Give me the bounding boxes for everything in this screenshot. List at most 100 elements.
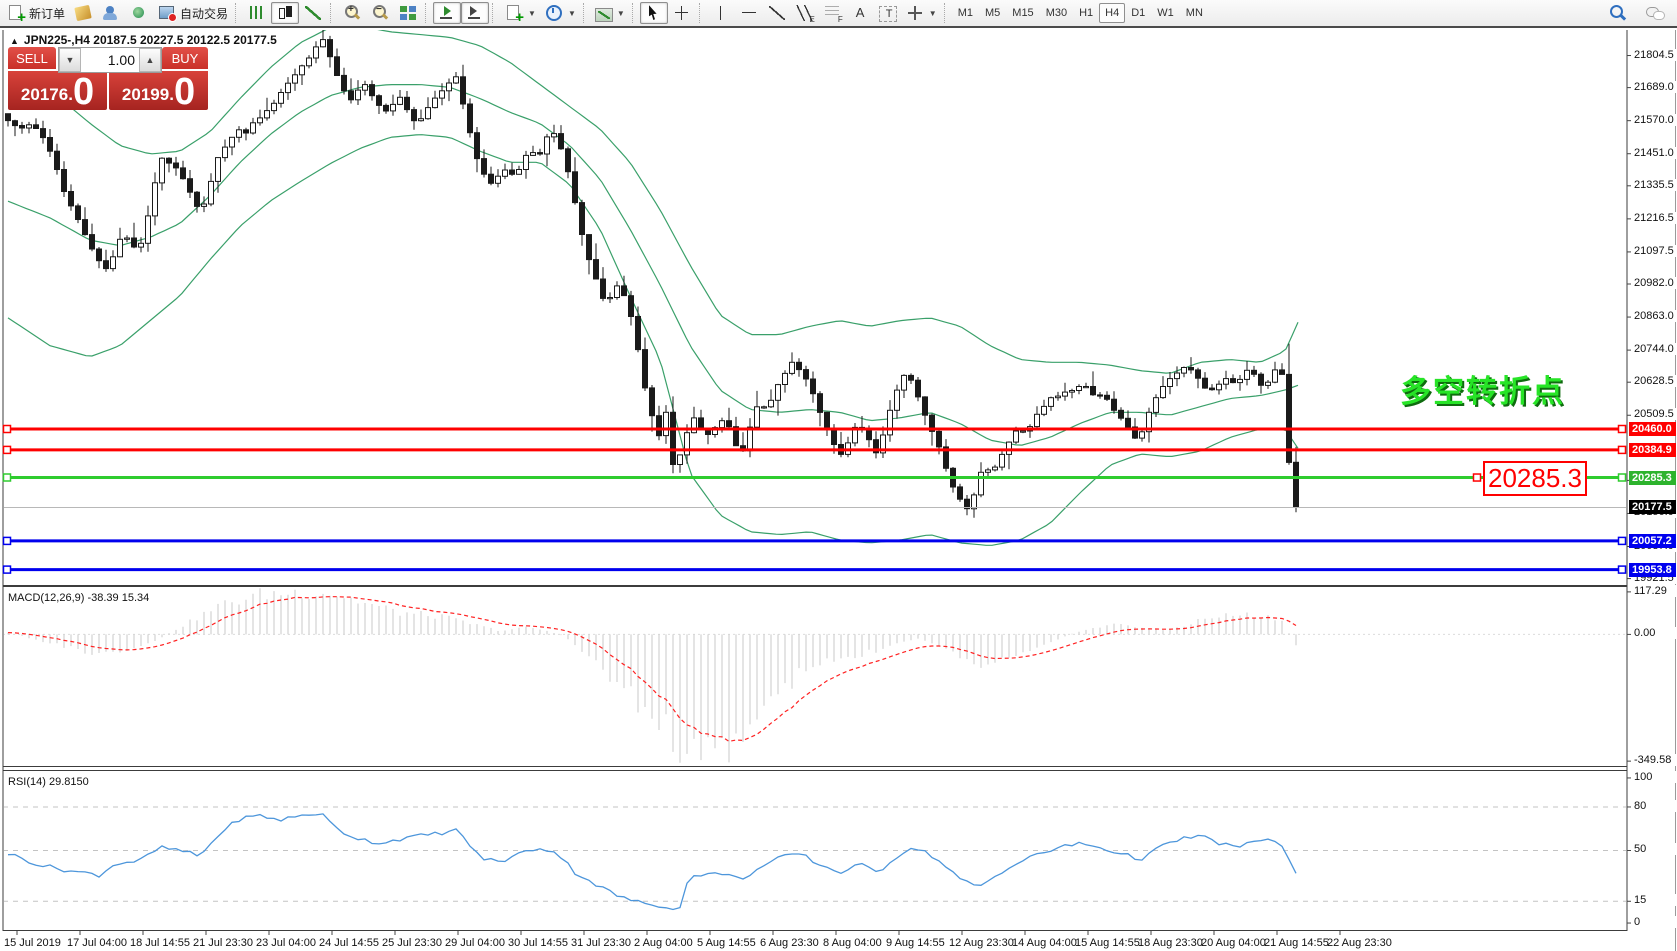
timeframe-m1-button[interactable]: M1 [957,7,973,19]
trendline-20384.9[interactable] [3,447,1627,454]
chart-window: ▲ JPN225-,H4 20187.5 20227.5 20122.5 2017… [0,30,1677,951]
signals-button[interactable] [125,2,153,24]
search-button[interactable] [1603,2,1631,24]
date-axis-label: 22 Aug 23:30 [1327,937,1392,949]
toolbar-group-separator [235,3,239,23]
hline-price-label: 20285.3 [1629,470,1676,485]
buy-button[interactable]: BUY [162,47,208,71]
price-axis-tick-label: 20863.0 [1633,310,1677,323]
trendline-20057.2[interactable] [3,538,1627,545]
volume-increase-button[interactable]: ▲ [139,48,161,72]
timeframe-m5-button[interactable]: M5 [985,7,1001,19]
price-axis-tick-label: 20628.5 [1633,375,1677,388]
date-axis-label: 21 Aug 14:55 [1264,937,1329,949]
toolbar-group-separator [582,3,587,23]
new-chart-icon [504,4,524,26]
trendline-icon [767,4,787,22]
chart-shift-icon [465,4,485,22]
search-icon [1607,4,1627,22]
price-axis-tick-label: 21216.5 [1633,211,1677,224]
chart-shift-button[interactable] [461,2,490,24]
profile-button[interactable] [97,2,125,24]
bar-chart-button[interactable] [243,2,271,24]
equidistant-channel-button[interactable] [791,2,819,24]
auto-trading-button[interactable]: 自动交易 [153,2,232,24]
timeframe-w1-button[interactable]: W1 [1157,7,1174,19]
sell-price[interactable]: 20176. 0 [8,71,107,111]
auto-scroll-icon [437,4,457,22]
toolbar: 新订单 自动交易 ▼ ▼ ▼ ▼ M1 M5 M15 M30 H1 H4 D1 W1 MN [0,0,1677,28]
fibonacci-button[interactable] [819,2,847,24]
buy-price[interactable]: 20199. 0 [109,71,208,111]
price-axis-tick-label: 20744.0 [1633,343,1677,356]
cursor-button[interactable] [639,2,668,24]
text-button[interactable] [847,2,875,24]
date-axis-label: 20 Aug 04:00 [1201,937,1266,949]
profiles-button[interactable]: ▼ [540,2,580,24]
hline-price-label: 20460.0 [1629,422,1676,436]
bar-chart-icon [247,4,267,22]
sell-price-main: 20176 [20,85,69,104]
date-axis-label: 18 Jul 14:55 [130,937,190,949]
trendline-20285.3[interactable] [3,475,1627,482]
timeframe-m30-button[interactable]: M30 [1045,7,1068,19]
market-watch-icon [74,4,92,22]
sell-price-dot: . [68,85,73,104]
macd-axis-tick-label: 0.00 [1633,627,1677,640]
rsi-axis-tick-label: 80 [1633,799,1677,812]
templates-icon [594,7,613,22]
chart-title: ▲ JPN225-,H4 20187.5 20227.5 20122.5 2017… [10,33,277,47]
cursor-icon [644,4,664,22]
toolbar-group-separator [425,3,429,23]
date-axis-label: 12 Aug 23:30 [949,937,1014,949]
trendline-20460.0[interactable] [3,426,1627,433]
chat-button[interactable] [1641,2,1669,24]
zoom-in-button[interactable] [338,2,366,24]
candlestick-button[interactable] [271,2,300,24]
crosshair-button[interactable] [668,2,696,24]
auto-scroll-button[interactable] [433,2,462,24]
tile-windows-button[interactable] [394,2,422,24]
collapse-marker-icon[interactable]: ▲ [10,36,19,46]
date-axis-label: 15 Aug 14:55 [1075,937,1140,949]
text-label-button[interactable] [875,2,901,24]
text-label-icon [878,6,897,22]
trendline-button[interactable] [763,2,791,24]
hline-price-label: 19953.8 [1629,562,1676,577]
profiles-clock-icon [544,4,564,22]
annotation-text[interactable]: 多空转折点 [1400,374,1565,409]
profile-icon [101,4,121,22]
equidistant-channel-icon [795,4,815,24]
chat-icon [1645,4,1665,22]
templates-button[interactable]: ▼ [591,2,629,24]
volume-decrease-button[interactable]: ▼ [59,48,81,72]
date-axis-label: 14 Aug 04:00 [1012,937,1077,949]
date-axis-label: 15 Jul 2019 [4,937,61,949]
timeframe-h1-button[interactable]: H1 [1079,7,1094,19]
line-chart-button[interactable] [299,2,327,24]
vertical-line-button[interactable] [707,2,735,24]
toolbar-group-separator [492,3,496,23]
volume-value[interactable]: 1.00 [107,52,135,68]
zoom-out-button[interactable] [366,2,394,24]
date-axis-label: 8 Aug 04:00 [823,937,882,949]
arrows-button[interactable]: ▼ [901,2,941,24]
timeframe-mn-button[interactable]: MN [1185,7,1203,19]
annotation-price-box[interactable]: 20285.3 [1483,461,1587,496]
trendline-19953.8[interactable] [3,567,1627,574]
timeframe-h4-button[interactable]: H4 [1099,3,1126,23]
timeframe-m15-button[interactable]: M15 [1012,7,1034,19]
price-axis-tick-label: 21097.5 [1633,244,1677,257]
sell-button[interactable]: SELL [8,47,56,71]
macd-axis-tick-label: -349.58 [1633,754,1677,767]
date-axis-label: 30 Jul 14:55 [508,937,568,949]
price-axis-tick-label: 21804.5 [1633,48,1677,61]
date-axis-label: 21 Jul 23:30 [193,937,253,949]
new-order-button[interactable]: 新订单 [2,2,69,26]
market-watch-button[interactable] [69,2,97,24]
new-chart-button[interactable]: ▼ [500,2,540,26]
timeframe-d1-button[interactable]: D1 [1131,7,1146,19]
buy-price-dot: . [169,85,174,104]
horizontal-line-button[interactable] [735,2,763,24]
